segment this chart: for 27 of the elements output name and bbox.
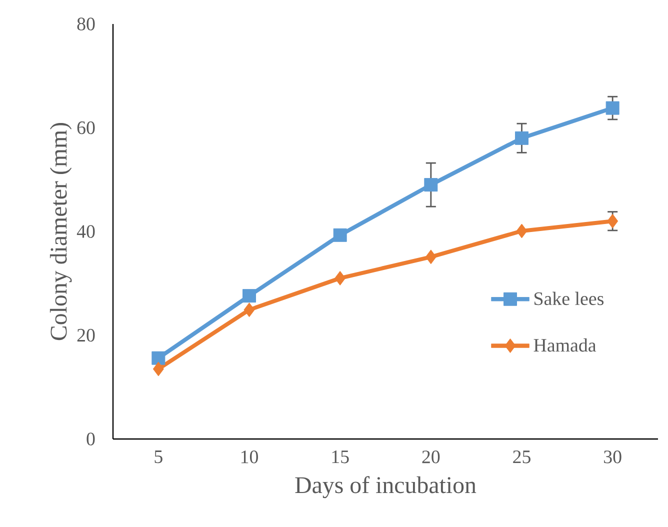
- x-tick-label: 15: [332, 450, 349, 464]
- y-axis-title: Colony diameter (mm): [50, 122, 72, 340]
- x-tick-label: 20: [422, 450, 440, 464]
- legend-label: Hamada: [534, 338, 596, 352]
- point: [152, 351, 166, 365]
- x-tick-label: 25: [513, 450, 530, 464]
- y-tick-label: 40: [76, 225, 95, 238]
- point: [152, 362, 164, 376]
- x-axis-title: Days of incubation: [295, 476, 476, 498]
- point: [607, 214, 618, 228]
- point: [516, 224, 528, 238]
- x-tick-label: 5: [154, 450, 162, 464]
- x-tick-label: 30: [604, 450, 622, 464]
- point: [606, 101, 620, 115]
- point: [244, 302, 255, 318]
- legend-label: Sake lees: [534, 292, 604, 306]
- point: [242, 289, 256, 303]
- point: [515, 131, 528, 145]
- y-tick-label: 80: [77, 18, 95, 30]
- point: [424, 178, 438, 192]
- y-tick-label: 0: [86, 432, 95, 446]
- x-tick-label: 10: [241, 450, 258, 464]
- y-tick-label: 60: [77, 121, 95, 134]
- point: [334, 270, 346, 286]
- point: [333, 228, 347, 242]
- y-tick-label: 20: [77, 328, 95, 342]
- point: [425, 250, 436, 264]
